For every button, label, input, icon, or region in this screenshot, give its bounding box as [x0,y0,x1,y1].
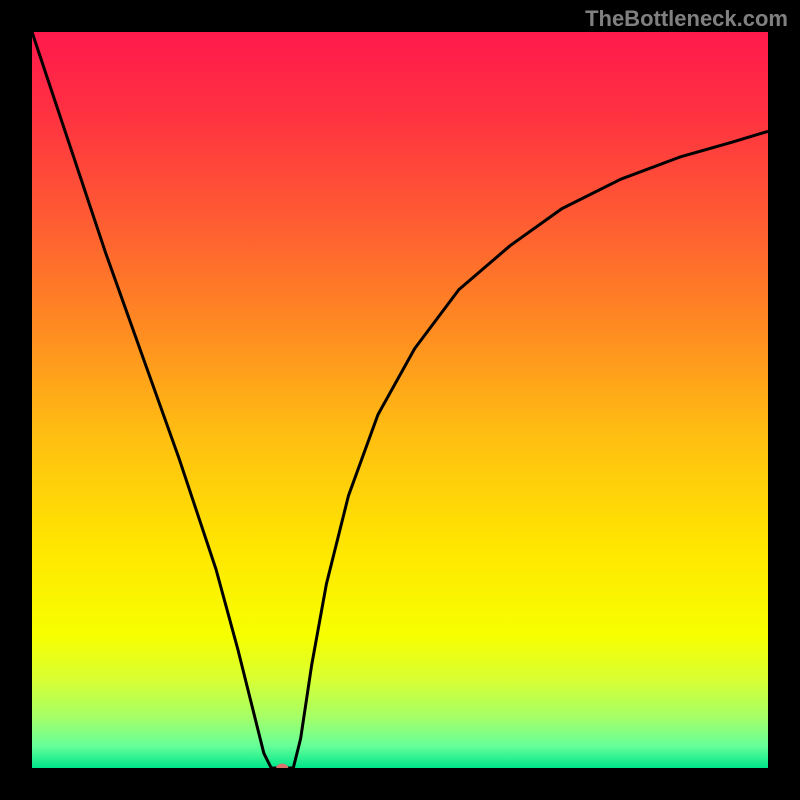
plot-area [32,32,768,768]
chart-container: TheBottleneck.com [0,0,800,800]
gradient-background [32,32,768,768]
watermark-text: TheBottleneck.com [585,6,788,32]
bottleneck-chart [32,32,768,768]
